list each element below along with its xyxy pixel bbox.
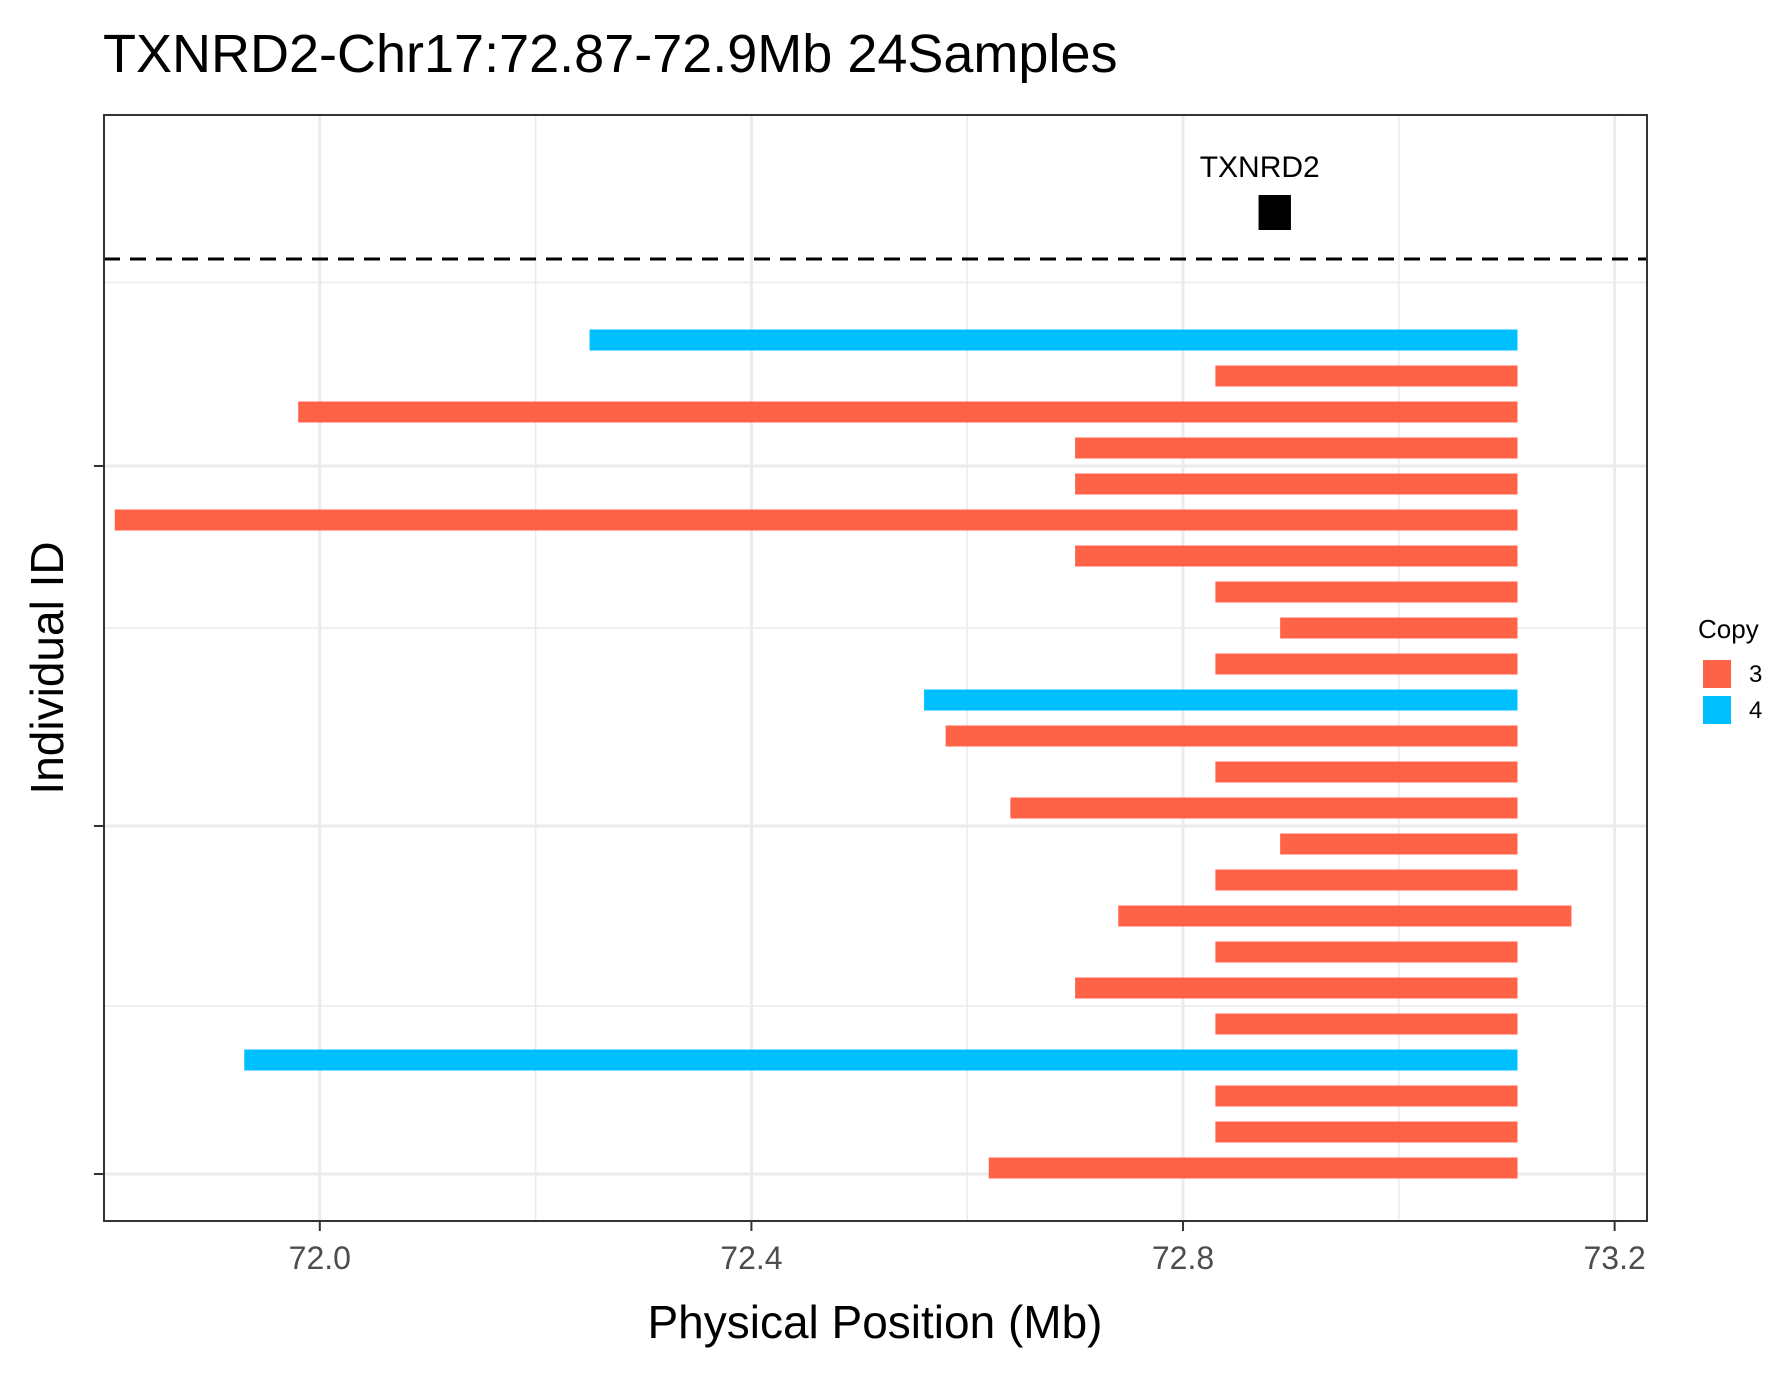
x-axis-title: Physical Position (Mb): [647, 1296, 1102, 1348]
plot-panel-border: [103, 114, 1648, 1222]
segment-bar-11: [945, 725, 1518, 747]
segment-bar-15: [1215, 869, 1518, 891]
segment-bar-2: [298, 401, 1518, 423]
segment-bar-10: [924, 689, 1518, 711]
legend-key-3: [1703, 660, 1731, 688]
segment-bar-0: [589, 329, 1518, 351]
x-tick-label-3: 73.2: [1583, 1240, 1645, 1276]
y-axis-title: Individual ID: [21, 541, 73, 794]
segment-bar-16: [1118, 905, 1572, 927]
chart-title: TXNRD2-Chr17:72.87-72.9Mb 24Samples: [103, 24, 1117, 84]
segment-bar-13: [1010, 797, 1518, 819]
axis-layer: 72.0 72.4 72.8 73.2: [94, 465, 1646, 1276]
segment-bar-5: [114, 509, 1518, 531]
gene-layer: TXNRD2: [104, 151, 1647, 261]
legend: Copy 34: [1698, 614, 1762, 724]
gene-label: TXNRD2: [1200, 151, 1320, 184]
x-tick-label-2: 72.8: [1152, 1240, 1214, 1276]
segment-bar-1: [1215, 365, 1518, 387]
gene-block: [1258, 195, 1291, 230]
legend-key-4: [1703, 696, 1731, 724]
segment-bar-21: [1215, 1085, 1518, 1107]
segment-bar-18: [1075, 977, 1518, 999]
segment-bar-14: [1280, 833, 1518, 855]
legend-label-4: 4: [1749, 697, 1762, 724]
segment-bar-8: [1280, 617, 1518, 639]
legend-label-3: 3: [1749, 661, 1762, 688]
segment-bar-9: [1215, 653, 1518, 675]
segment-bar-22: [1215, 1121, 1518, 1143]
x-tick-label-0: 72.0: [289, 1240, 351, 1276]
segment-bar-19: [1215, 1013, 1518, 1035]
segment-bar-3: [1075, 437, 1518, 459]
segment-bar-23: [988, 1157, 1518, 1179]
legend-title: Copy: [1698, 614, 1759, 644]
segment-bar-12: [1215, 761, 1518, 783]
legend-entries: 34: [1703, 660, 1762, 724]
segment-bar-20: [244, 1049, 1518, 1071]
segment-bar-6: [1075, 545, 1518, 567]
segment-bar-7: [1215, 581, 1518, 603]
segment-bar-4: [1075, 473, 1518, 495]
segment-bar-17: [1215, 941, 1518, 963]
x-tick-label-1: 72.4: [720, 1240, 782, 1276]
segment-layer: [114, 329, 1572, 1179]
